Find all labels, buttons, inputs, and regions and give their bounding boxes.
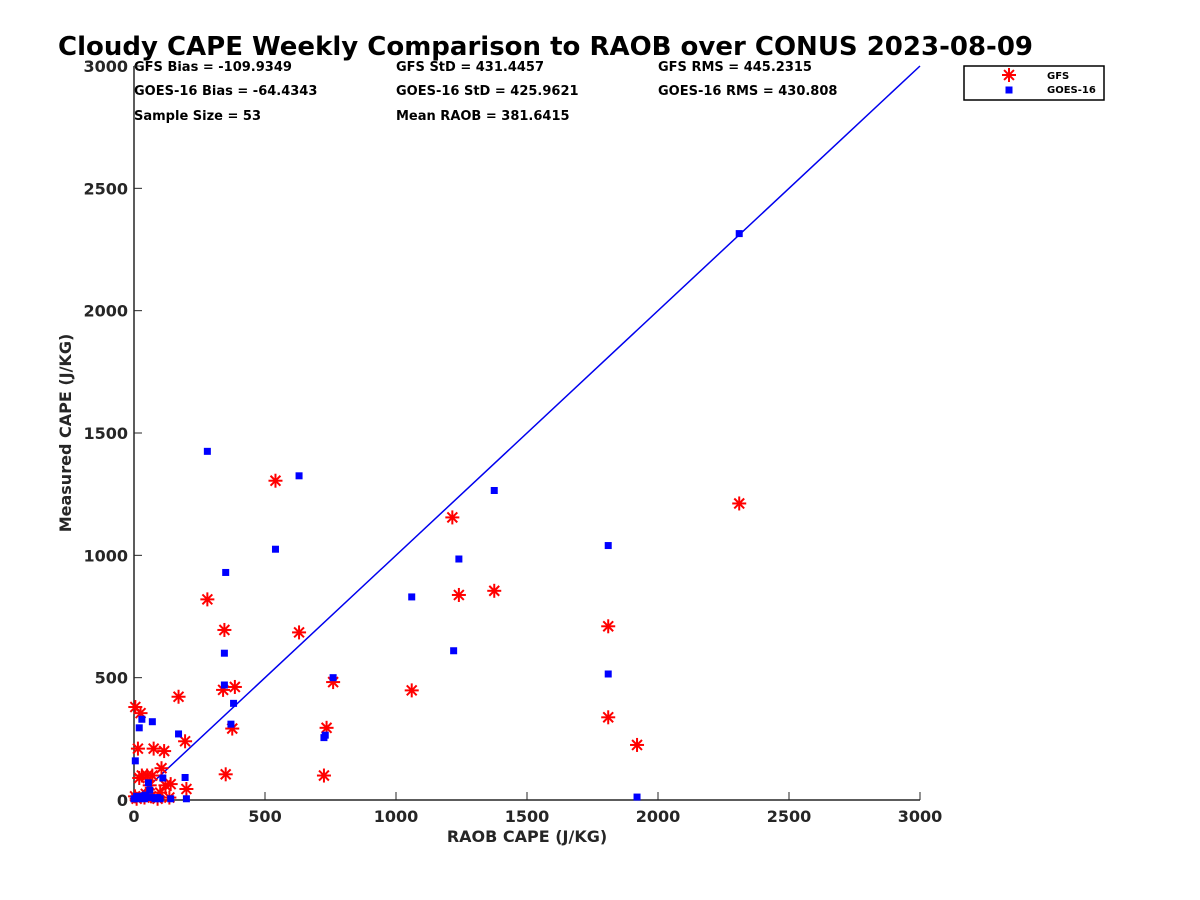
gfs-point [601, 619, 616, 634]
y-axis-label: Measured CAPE (J/KG) [56, 334, 75, 533]
goes16-point [227, 720, 235, 728]
x-tick-label: 2500 [767, 807, 812, 826]
x-tick-label: 500 [248, 807, 281, 826]
gfs-point [404, 683, 419, 698]
stat-text: GOES-16 StD = 425.9621 [396, 84, 579, 99]
x-tick-label: 0 [128, 807, 139, 826]
stat-text: Sample Size = 53 [134, 109, 261, 124]
x-tick-label: 3000 [898, 807, 943, 826]
y-tick-label: 0 [117, 791, 128, 810]
gfs-point [179, 781, 194, 796]
gfs-point [200, 592, 215, 607]
legend-goes16-marker [1005, 86, 1013, 94]
goes16-point [230, 699, 238, 707]
goes16-point [203, 447, 211, 455]
legend-gfs-label: GFS [1047, 71, 1069, 82]
y-tick-label: 2000 [83, 302, 128, 321]
one-to-one-line [133, 65, 921, 801]
goes16-point [735, 230, 743, 238]
goes16-point [131, 757, 139, 765]
goes16-point [146, 786, 154, 794]
gfs-point [451, 587, 466, 602]
goes16-point [320, 734, 328, 742]
y-tick-label: 1000 [83, 546, 128, 565]
goes16-point [455, 555, 463, 563]
gfs-point [292, 625, 307, 640]
goes16-point [135, 724, 143, 732]
goes16-point [182, 795, 190, 803]
goes16-point [220, 649, 228, 657]
x-tick-label: 2000 [636, 807, 681, 826]
x-axis-label: RAOB CAPE (J/KG) [447, 827, 607, 846]
gfs-point [601, 710, 616, 725]
reference-line-layer [133, 65, 921, 801]
gfs-point [630, 737, 645, 752]
goes16-point [604, 670, 612, 678]
goes16-point [450, 647, 458, 655]
goes16-point [151, 795, 159, 803]
goes16-point [408, 593, 416, 601]
gfs-point [157, 744, 172, 759]
goes16-point [130, 795, 138, 803]
goes16-point [295, 472, 303, 480]
goes16-point [633, 793, 641, 801]
goes16-point [220, 681, 228, 689]
statistics-block: GFS Bias = -109.9349 GFS StD = 431.4457 GF… [134, 60, 837, 124]
gfs-series [128, 473, 747, 806]
gfs-point [487, 583, 502, 598]
x-tick-label: 1500 [505, 807, 550, 826]
stat-text: GOES-16 RMS = 430.808 [658, 84, 837, 99]
goes16-point [490, 486, 498, 494]
goes16-point [271, 545, 279, 553]
legend-goes16-symbol [1005, 86, 1013, 94]
gfs-point [178, 734, 193, 749]
legend-gfs-marker [1002, 68, 1016, 82]
stat-text: GFS StD = 431.4457 [396, 60, 544, 75]
goes16-point [144, 779, 152, 787]
axes: 0 500 1000 1500 2000 2500 3000 0 500 1000 1500 2000… [83, 57, 942, 826]
goes16-point [159, 774, 167, 782]
gfs-point [130, 741, 145, 756]
gfs-point [171, 689, 186, 704]
goes16-point [147, 794, 155, 802]
stat-text: GFS Bias = -109.9349 [134, 60, 292, 75]
gfs-point [217, 622, 232, 637]
gfs-point [316, 768, 331, 783]
gfs-point [132, 770, 147, 785]
stat-text: GOES-16 Bias = -64.4343 [134, 84, 317, 99]
gfs-point [268, 473, 283, 488]
gfs-point [227, 679, 242, 694]
goes16-series [130, 230, 743, 803]
gfs-point [445, 510, 460, 525]
y-tick-label: 3000 [83, 57, 128, 76]
legend-goes16-label: GOES-16 [1047, 85, 1096, 96]
goes16-point [148, 718, 156, 726]
gfs-point [154, 761, 169, 776]
goes16-point [181, 773, 189, 781]
y-tick-label: 500 [95, 669, 128, 688]
goes16-point [329, 674, 337, 682]
goes16-point [604, 542, 612, 550]
y-tick-label: 2500 [83, 179, 128, 198]
legend: GFS GOES-16 [963, 65, 1105, 101]
goes16-point [167, 795, 175, 803]
goes16-point [138, 715, 146, 723]
goes16-point [222, 568, 230, 576]
stat-text: GFS RMS = 445.2315 [658, 60, 812, 75]
gfs-point [218, 767, 233, 782]
goes16-point [175, 730, 183, 738]
legend-box [963, 65, 1105, 101]
chart-title: Cloudy CAPE Weekly Comparison to RAOB ov… [58, 32, 1033, 62]
y-tick-label: 1500 [83, 424, 128, 443]
stat-text: Mean RAOB = 381.6415 [396, 109, 570, 124]
gfs-point [128, 700, 143, 715]
legend-gfs-symbol [1002, 68, 1016, 82]
gfs-point [732, 496, 747, 511]
goes16-point [139, 792, 147, 800]
gfs-point [146, 741, 161, 756]
x-tick-label: 1000 [374, 807, 419, 826]
